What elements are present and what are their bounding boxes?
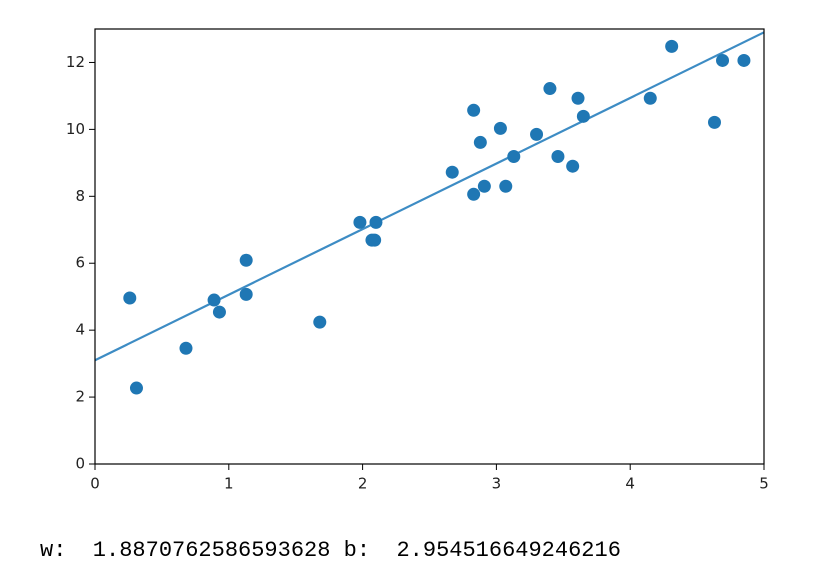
x-tick-label: 1 [224, 475, 234, 493]
x-tick-label: 2 [358, 475, 368, 493]
point [576, 109, 590, 123]
y-tick-label: 6 [75, 254, 85, 272]
point [123, 291, 137, 305]
point [707, 115, 721, 129]
plot-frame [94, 28, 765, 465]
point [239, 287, 253, 301]
point [467, 187, 481, 201]
point [551, 149, 565, 163]
point [445, 165, 459, 179]
point [571, 91, 585, 105]
point [369, 215, 383, 229]
point [467, 103, 481, 117]
point [179, 341, 193, 355]
x-tick-label: 0 [90, 475, 100, 493]
x-tick-label: 4 [625, 475, 635, 493]
fit-line [94, 31, 765, 362]
point [313, 315, 327, 329]
y-tick-label: 8 [75, 187, 85, 205]
output-text: w: 1.8870762586593628 b: 2.9545166492462… [40, 538, 621, 563]
point [499, 179, 513, 193]
y-tick-label: 0 [75, 455, 85, 473]
y-tick-label: 10 [66, 120, 85, 138]
point [477, 179, 491, 193]
point [129, 381, 143, 395]
point [716, 53, 730, 67]
point [493, 121, 507, 135]
point [665, 39, 679, 53]
y-tick-label: 4 [75, 321, 85, 339]
x-tick-label: 3 [492, 475, 502, 493]
point [530, 127, 544, 141]
point [643, 91, 657, 105]
y-tick-label: 2 [75, 388, 85, 406]
x-tick-label: 5 [759, 475, 769, 493]
point [239, 253, 253, 267]
point [353, 215, 367, 229]
point [212, 305, 226, 319]
point [507, 149, 521, 163]
point [473, 135, 487, 149]
y-tick-label: 12 [66, 53, 85, 71]
point [207, 293, 221, 307]
point [566, 159, 580, 173]
point [737, 53, 751, 67]
point [543, 82, 557, 96]
point [368, 233, 382, 247]
